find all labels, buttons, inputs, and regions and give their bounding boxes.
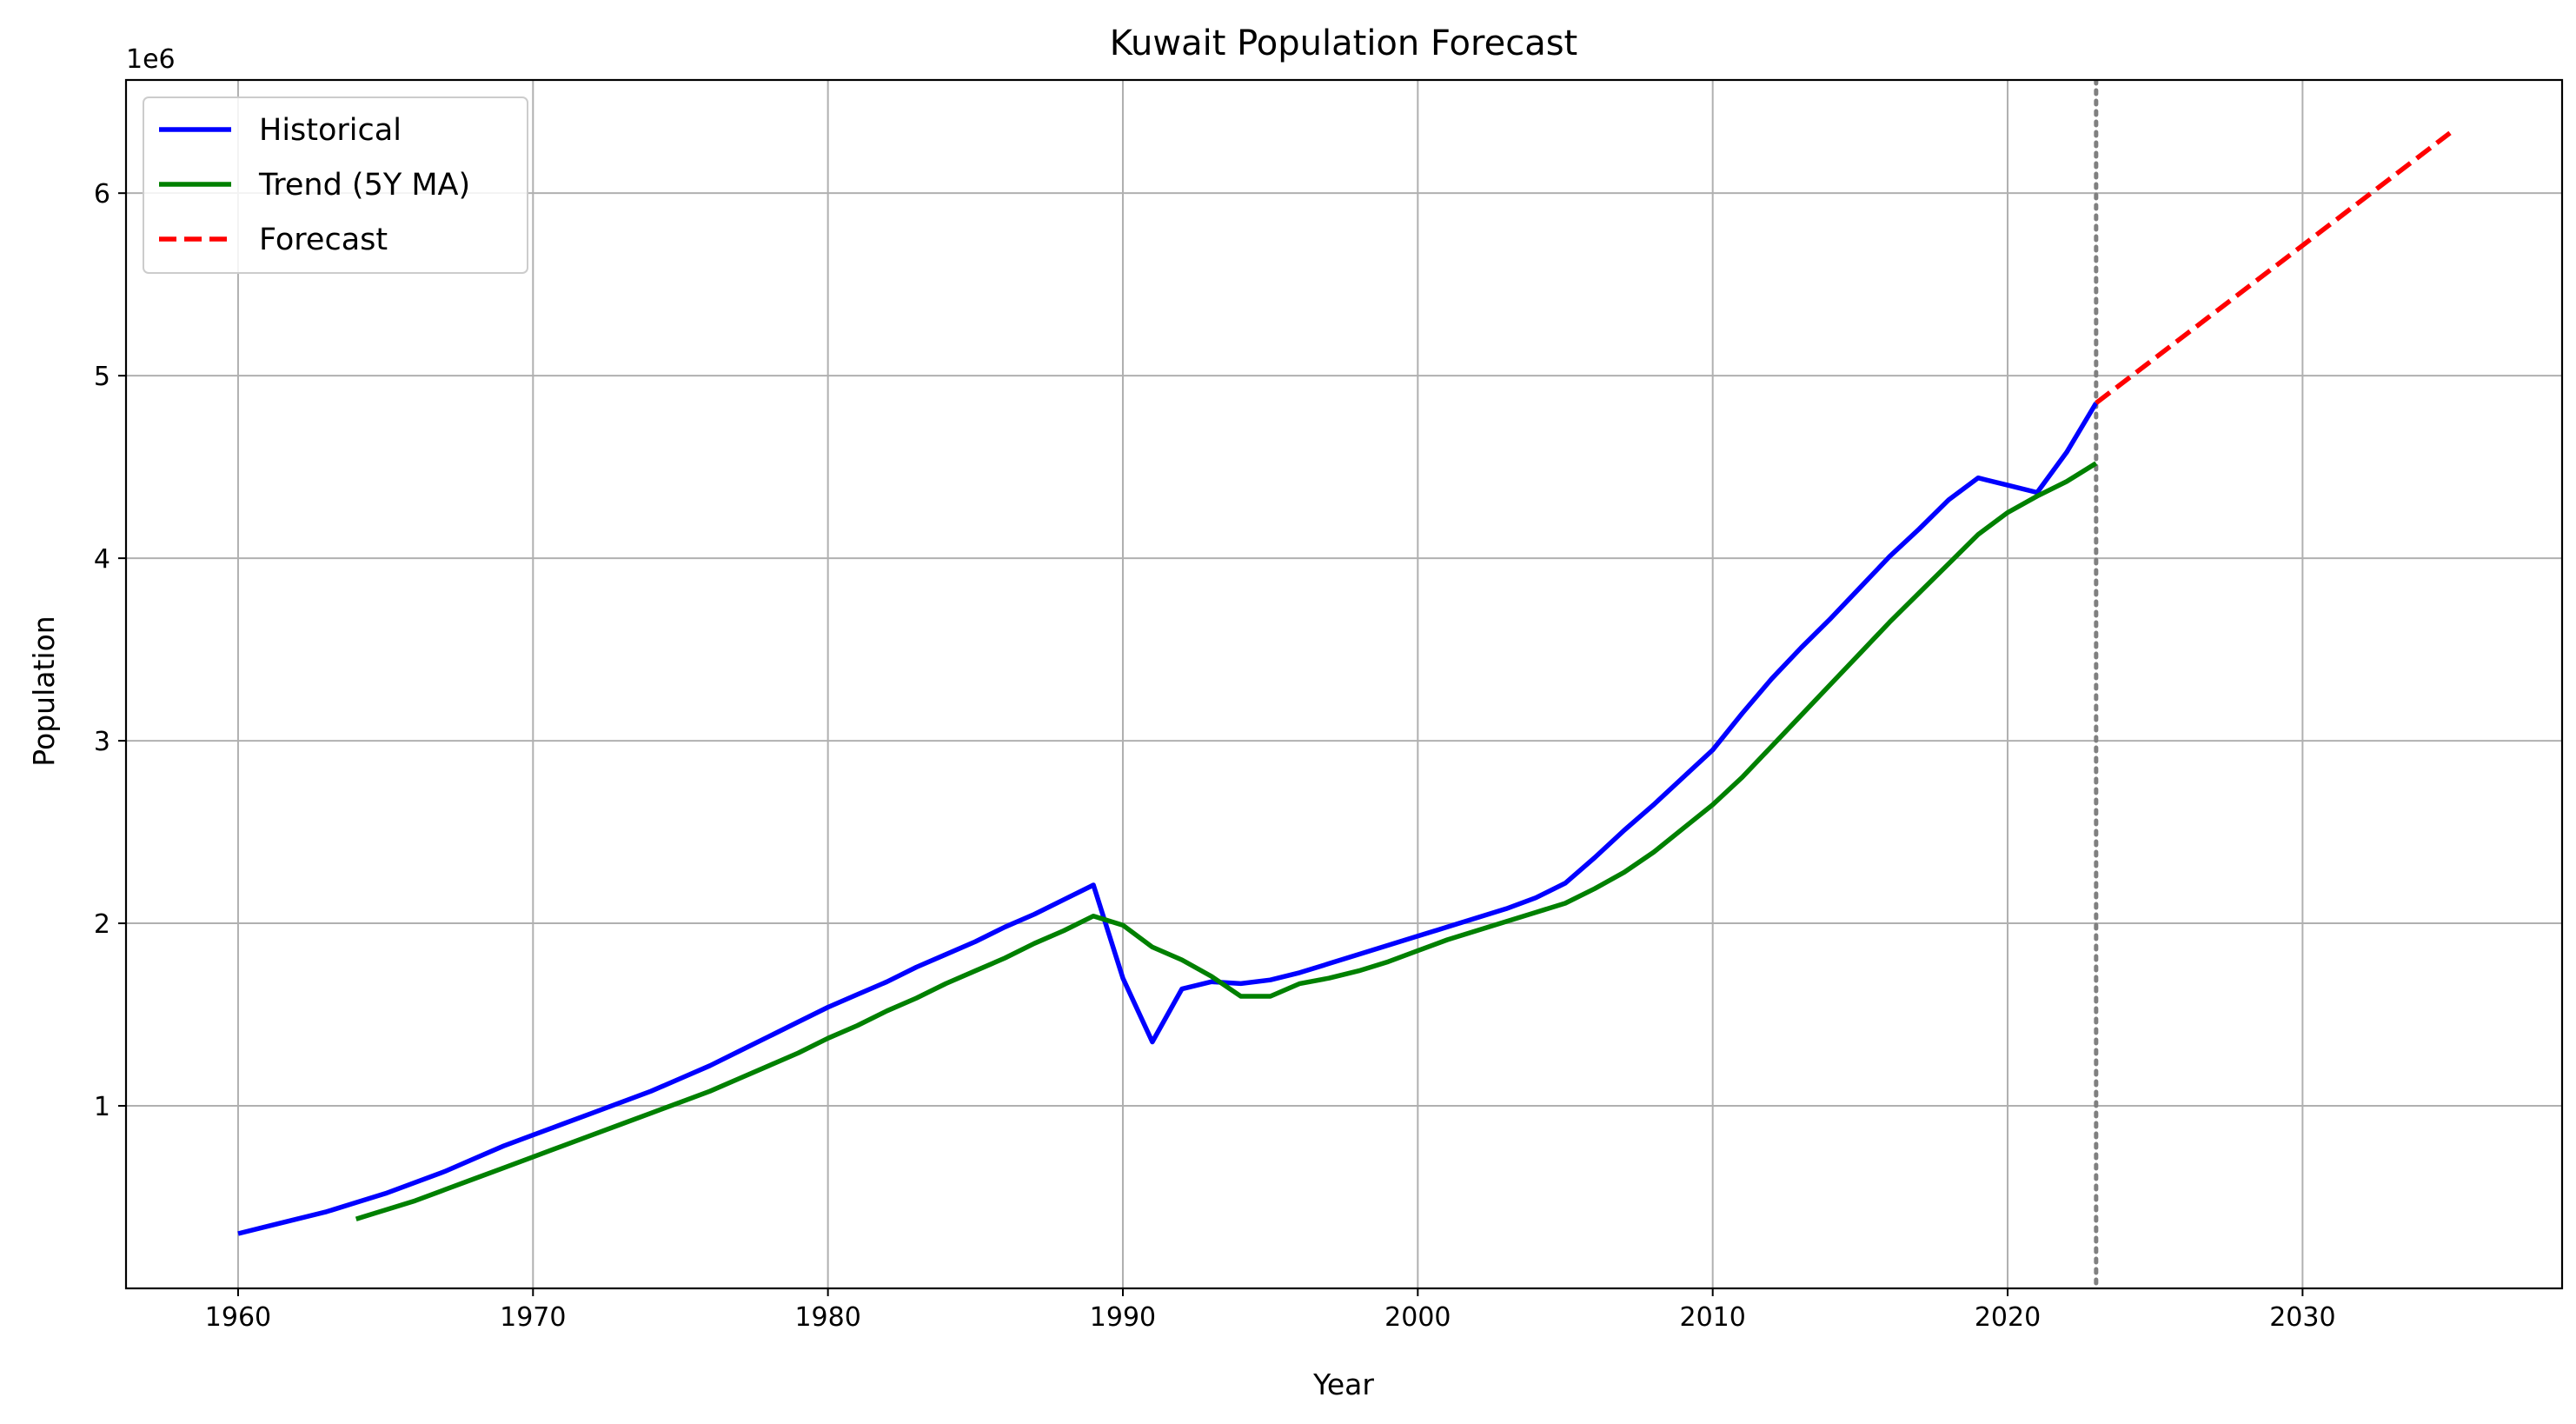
grid xyxy=(126,80,2562,1288)
y-axis-offset-label: 1e6 xyxy=(126,44,176,75)
legend-box xyxy=(143,96,528,274)
x-tick-label: 1980 xyxy=(794,1302,860,1333)
plot-frame xyxy=(124,78,2564,1290)
chart-title: Kuwait Population Forecast xyxy=(1110,23,1577,63)
x-axis-title: Year xyxy=(1312,1367,1374,1401)
x-tick-label: 2020 xyxy=(1975,1302,2041,1333)
legend-label-trend: Trend (5Y MA) xyxy=(258,168,470,203)
series-layer xyxy=(237,130,2452,1236)
legend-label-forecast: Forecast xyxy=(259,223,388,257)
y-tick-label: 6 xyxy=(94,179,110,210)
x-tick-label: 2000 xyxy=(1384,1302,1451,1333)
x-tick-label: 1990 xyxy=(1090,1302,1156,1333)
legend: Historical Trend (5Y MA) Forecast xyxy=(143,96,528,274)
x-tick-label: 1970 xyxy=(500,1302,566,1333)
y-tick-label: 1 xyxy=(94,1092,110,1122)
x-tick-label: 2010 xyxy=(1680,1302,1746,1333)
y-tick-label: 3 xyxy=(94,727,110,757)
y-tick-label: 5 xyxy=(94,362,110,392)
x-axis-ticks: 1960 1970 1980 1990 2000 2010 2020 2030 xyxy=(205,1288,2336,1333)
x-tick-label: 1960 xyxy=(205,1302,271,1333)
series-line-0 xyxy=(237,402,2099,1236)
y-axis-title: Population xyxy=(27,616,61,766)
y-tick-label: 4 xyxy=(94,544,110,575)
series-line-1 xyxy=(355,461,2098,1221)
y-tick-label: 2 xyxy=(94,909,110,940)
legend-label-historical: Historical xyxy=(259,113,402,148)
y-axis-ticks: 1 2 3 4 5 6 xyxy=(94,179,126,1122)
x-tick-label: 2030 xyxy=(2269,1302,2335,1333)
